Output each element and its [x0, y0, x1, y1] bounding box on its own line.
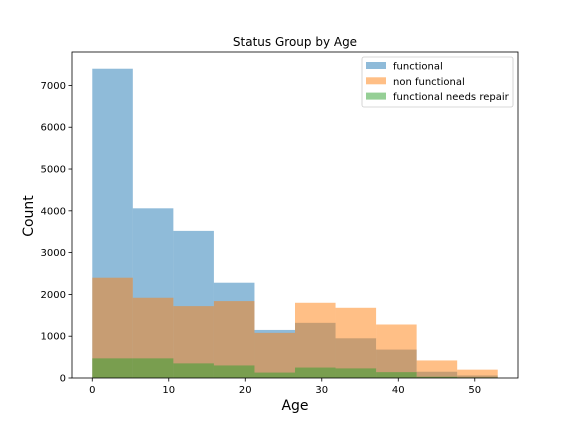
- legend-swatch-0: [366, 62, 386, 69]
- x-tick-label: 0: [89, 385, 95, 396]
- x-axis-label: Age: [281, 398, 308, 414]
- legend-label-1: non functional: [393, 77, 465, 88]
- axes-frame: [71, 51, 519, 379]
- legend: functional non functional functional needs…: [361, 56, 514, 108]
- x-tick-label: 40: [392, 385, 405, 396]
- bar-series-2-bin-8: [416, 376, 458, 378]
- y-axis-ticks: 0 1000 2000 3000 4000 5000 6000 7000: [41, 81, 72, 385]
- x-tick-label: 20: [239, 385, 252, 396]
- bars-layer: [92, 68, 498, 378]
- legend-swatch-2: [366, 92, 386, 100]
- y-tick-label: 2000: [41, 290, 66, 301]
- x-tick-label: 50: [468, 385, 481, 396]
- y-tick-label: 7000: [41, 81, 66, 92]
- y-tick-label: 5000: [41, 165, 66, 176]
- y-axis-label: Count: [21, 195, 37, 237]
- bar-series-1-bin-7: [376, 324, 417, 378]
- legend-label-0: functional: [393, 62, 443, 73]
- y-tick-label: 0: [60, 374, 66, 385]
- x-axis-ticks: 0 10 20 30 40 50: [89, 378, 481, 396]
- bar-series-1-bin-5: [295, 302, 336, 378]
- x-tick-label: 30: [315, 385, 328, 396]
- bar-series-2-bin-2: [173, 363, 214, 378]
- bar-series-2-bin-0: [92, 358, 133, 378]
- bar-series-1-bin-8: [416, 360, 458, 378]
- y-tick-label: 4000: [41, 206, 66, 217]
- legend-swatch-1: [366, 77, 386, 85]
- y-tick-label: 6000: [41, 123, 66, 134]
- bar-series-2-bin-5: [295, 367, 336, 378]
- bar-series-2-bin-7: [376, 372, 417, 378]
- bar-series-2-bin-3: [213, 365, 255, 378]
- bar-series-2-bin-6: [335, 368, 377, 378]
- bar-series-2-bin-1: [132, 358, 174, 378]
- bar-series-1-bin-3: [213, 301, 255, 378]
- y-tick-label: 3000: [41, 248, 66, 259]
- bar-series-1-bin-4: [254, 332, 295, 378]
- chart-title: Status Group by Age: [233, 35, 357, 49]
- legend-label-2: functional needs repair: [393, 92, 510, 103]
- x-tick-label: 10: [162, 385, 175, 396]
- bar-series-2-bin-4: [254, 372, 295, 378]
- y-tick-label: 1000: [41, 332, 66, 343]
- legend-box: [361, 56, 514, 108]
- bar-series-1-bin-6: [335, 307, 377, 378]
- bar-series-1-bin-9: [457, 369, 498, 378]
